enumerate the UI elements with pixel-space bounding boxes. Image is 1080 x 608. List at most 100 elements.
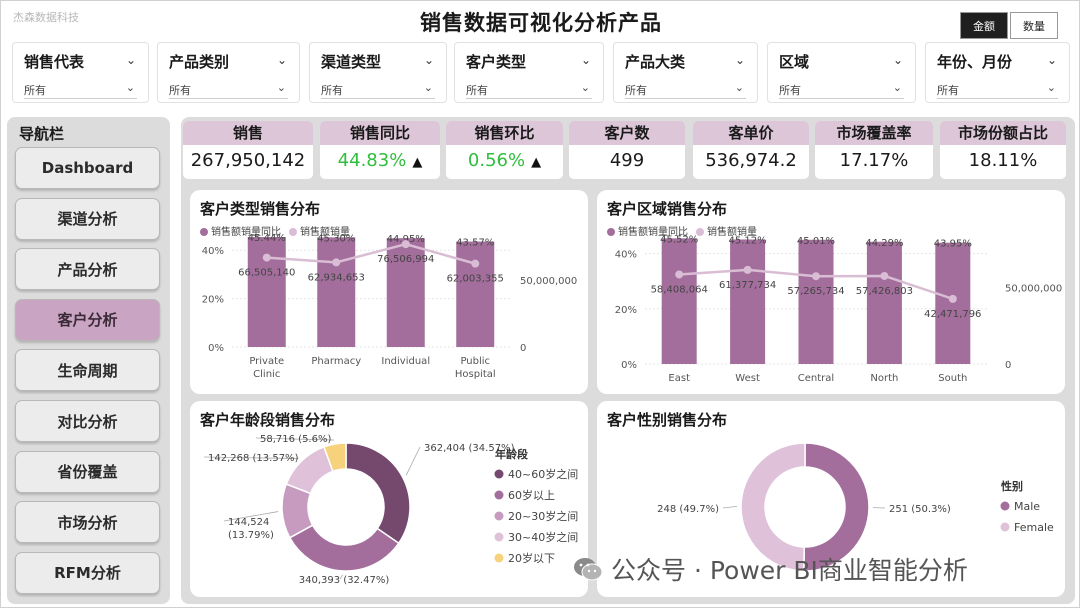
label-leader-line <box>339 574 343 580</box>
bar <box>456 241 495 347</box>
filter-slicer[interactable]: 客户类型 ⌄ 所有 ⌄ <box>454 42 604 103</box>
line-point <box>401 240 410 249</box>
filter-slicer[interactable]: 区域 ⌄ 所有 ⌄ <box>767 42 916 103</box>
customer-region-combo-chart: 40% 20% 0% 50,000,000 0 45.52% East 45.12% West 4… <box>615 234 1063 384</box>
chevron-down-icon[interactable]: ⌄ <box>1046 53 1057 67</box>
chevron-down-icon: ⌄ <box>276 81 286 94</box>
line-data-label: 58,408,064 <box>651 284 708 295</box>
kpi-label: 客单价 <box>693 121 809 145</box>
nav-item-button[interactable]: RFM分析 <box>15 551 160 594</box>
bar-data-label: 43.95% <box>934 239 972 250</box>
kpi-label: 市场覆盖率 <box>815 121 933 145</box>
chevron-down-icon: ⌄ <box>125 81 135 94</box>
label-leader-line <box>255 437 335 441</box>
chevron-down-icon[interactable]: ⌄ <box>125 53 136 67</box>
y2-axis-tick-label: 50,000,000 <box>520 276 577 287</box>
bar <box>866 241 902 364</box>
filter-slicer[interactable]: 产品大类 ⌄ 所有 ⌄ <box>613 42 758 103</box>
donut-slice <box>740 442 806 572</box>
bar-data-label: 45.44% <box>248 233 286 244</box>
line-data-label: 61,377,734 <box>719 280 776 291</box>
nav-item-button[interactable]: 省份覆盖 <box>15 450 160 493</box>
kpi-value: 44.83% <box>337 150 407 171</box>
x-axis-tick-label: Public Hospital <box>455 356 496 380</box>
nav-item-button[interactable]: Dashboard <box>15 147 160 189</box>
filter-value: 所有 <box>169 84 191 97</box>
filter-slicer[interactable]: 渠道类型 ⌄ 所有 ⌄ <box>309 42 447 103</box>
line-point <box>880 271 889 280</box>
filter-slicer[interactable]: 销售代表 ⌄ 所有 ⌄ <box>12 42 149 103</box>
x-axis-tick-label: Central <box>798 373 834 384</box>
filter-label: 产品类别 <box>169 53 230 71</box>
slice-data-label: 251 (50.3%) <box>889 504 951 515</box>
line-data-label: 57,426,803 <box>856 286 913 297</box>
filter-dropdown[interactable]: 所有 ⌄ <box>24 79 137 99</box>
filter-slicer[interactable]: 产品类别 ⌄ 所有 ⌄ <box>157 42 300 103</box>
kpi-card: 客单价 536,974.2 <box>693 121 809 179</box>
kpi-card: 销售环比 0.56% ▲ <box>446 121 563 179</box>
chevron-down-icon[interactable]: ⌄ <box>276 53 287 67</box>
kpi-value: 0.56% <box>467 150 526 171</box>
chart-legend: 销售额销量同比 销售额销量 <box>200 223 350 238</box>
filter-dropdown[interactable]: 所有 ⌄ <box>466 79 592 99</box>
nav-item-button[interactable]: 渠道分析 <box>15 197 160 240</box>
kpi-value: 499 <box>609 150 645 171</box>
nav-item-button[interactable]: 产品分析 <box>15 248 160 291</box>
nav-item-button[interactable]: 市场分析 <box>15 501 160 544</box>
chevron-down-icon[interactable]: ⌄ <box>734 53 745 67</box>
slice-data-label: 362,404 (34.57%) <box>424 443 515 454</box>
donut-slice <box>288 524 400 572</box>
filter-dropdown[interactable]: 所有 ⌄ <box>321 79 435 99</box>
line-data-label: 62,003,355 <box>447 274 504 285</box>
legend-item: 20~30岁之间 <box>508 509 578 523</box>
line-data-label: 66,505,140 <box>238 268 295 279</box>
bar-data-label: 45.30% <box>317 233 355 244</box>
bar-data-label: 45.01% <box>797 236 835 247</box>
chart-title: 客户类型销售分布 <box>200 200 321 218</box>
chevron-down-icon: ⌄ <box>734 81 744 94</box>
x-axis-tick-label: North <box>870 373 898 384</box>
chevron-down-icon: ⌄ <box>1046 81 1056 94</box>
bar-data-label: 45.52% <box>660 234 698 245</box>
filter-dropdown[interactable]: 所有 ⌄ <box>937 79 1058 99</box>
legend-marker <box>1000 522 1010 532</box>
chart-legend: 销售额销量同比 销售额销量 <box>607 223 757 238</box>
customer-age-chart-panel: 客户年龄段销售分布 362,404 (34.57%) 340,393 (32.47… <box>190 401 588 597</box>
slice-data-label: 144,524 (13.79%) <box>228 517 274 541</box>
toggle-amount-button[interactable]: 金额 <box>960 12 1008 39</box>
filter-dropdown[interactable]: 所有 ⌄ <box>779 79 904 99</box>
legend-marker <box>494 511 504 521</box>
y-axis-tick-label: 0% <box>621 360 637 371</box>
filter-value: 所有 <box>321 84 343 97</box>
kpi-value: 17.17% <box>839 150 909 171</box>
legend-item-yoy: 销售额销量同比 <box>200 223 281 238</box>
line-point <box>262 253 271 262</box>
nav-item-button[interactable]: 对比分析 <box>15 400 160 442</box>
filter-value: 所有 <box>625 84 647 97</box>
line-data-label: 76,506,994 <box>377 254 434 265</box>
y-axis-tick-label: 20% <box>615 305 637 316</box>
filter-slicer[interactable]: 年份、月份 ⌄ 所有 ⌄ <box>925 42 1070 103</box>
filter-dropdown[interactable]: 所有 ⌄ <box>169 79 288 99</box>
filter-value: 所有 <box>466 84 488 97</box>
y-axis-tick-label: 40% <box>202 246 224 257</box>
chevron-down-icon[interactable]: ⌄ <box>892 53 903 67</box>
customer-gender-donut-chart: 251 (50.3%) 248 (49.7%) 性别 Male Female <box>657 442 1054 572</box>
up-arrow-icon: ▲ <box>412 155 423 170</box>
filter-value: 所有 <box>24 84 46 97</box>
label-leader-line <box>223 511 279 522</box>
nav-item-button[interactable]: 生命周期 <box>15 349 160 392</box>
kpi-card: 市场份额占比 18.11% <box>940 121 1066 179</box>
chart-title: 客户性别销售分布 <box>607 411 728 429</box>
legend-item-sales: 销售额销量 <box>696 223 757 238</box>
chevron-down-icon[interactable]: ⌄ <box>423 53 434 67</box>
kpi-card: 销售 267,950,142 <box>183 121 313 179</box>
sales-series-line <box>266 242 476 265</box>
x-axis-tick-label: South <box>938 373 967 384</box>
y2-axis-tick-label: 0 <box>520 343 526 354</box>
toggle-quantity-button[interactable]: 数量 <box>1010 12 1058 39</box>
filter-dropdown[interactable]: 所有 ⌄ <box>625 79 746 99</box>
nav-item-button[interactable]: 客户分析 <box>15 298 160 341</box>
up-arrow-icon: ▲ <box>531 155 542 170</box>
chevron-down-icon[interactable]: ⌄ <box>580 53 591 67</box>
